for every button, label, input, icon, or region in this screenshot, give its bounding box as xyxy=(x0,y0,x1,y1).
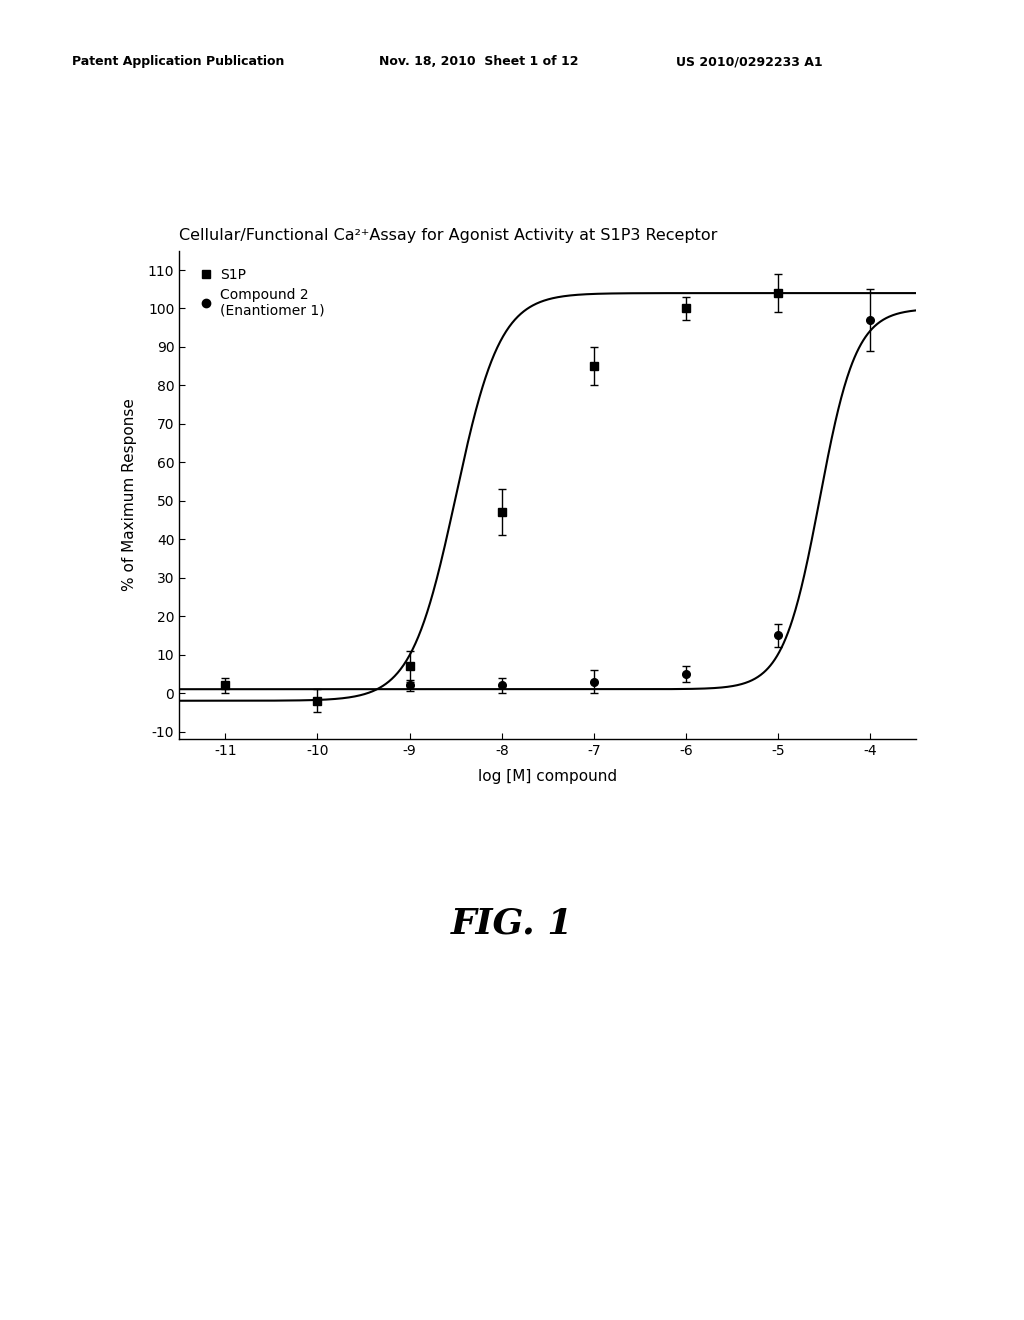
Text: Patent Application Publication: Patent Application Publication xyxy=(72,55,284,69)
Legend: S1P, Compound 2
(Enantiomer 1): S1P, Compound 2 (Enantiomer 1) xyxy=(194,263,330,323)
Text: Nov. 18, 2010  Sheet 1 of 12: Nov. 18, 2010 Sheet 1 of 12 xyxy=(379,55,579,69)
Y-axis label: % of Maximum Response: % of Maximum Response xyxy=(122,399,137,591)
Text: FIG. 1: FIG. 1 xyxy=(451,907,573,941)
X-axis label: log [M] compound: log [M] compound xyxy=(478,770,617,784)
Text: Cellular/Functional Ca²⁺Assay for Agonist Activity at S1P3 Receptor: Cellular/Functional Ca²⁺Assay for Agonis… xyxy=(179,227,718,243)
Text: US 2010/0292233 A1: US 2010/0292233 A1 xyxy=(676,55,822,69)
